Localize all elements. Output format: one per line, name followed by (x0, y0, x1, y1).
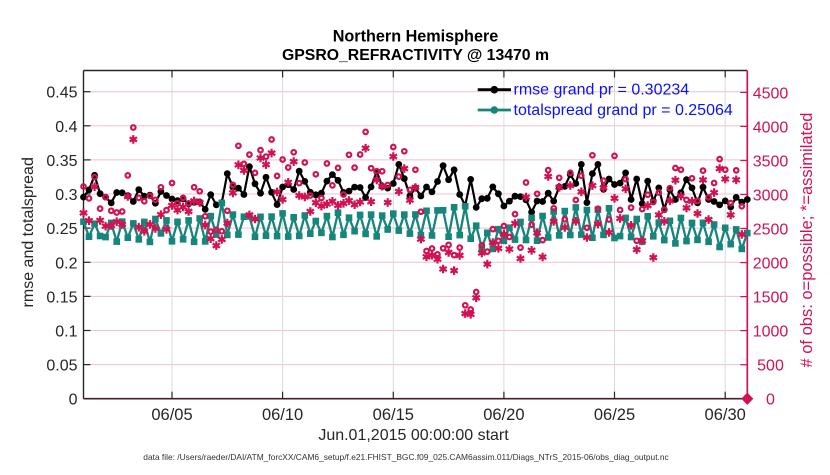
svg-text:4000: 4000 (753, 119, 789, 136)
svg-text:GPSRO_REFRACTIVITY @ 13470 m: GPSRO_REFRACTIVITY @ 13470 m (282, 47, 549, 64)
svg-text:2000: 2000 (753, 256, 789, 273)
svg-text:0.4: 0.4 (55, 119, 77, 136)
svg-text:Northern Hemisphere: Northern Hemisphere (333, 28, 499, 46)
svg-text:0.35: 0.35 (46, 153, 77, 170)
svg-text:0.05: 0.05 (46, 358, 77, 375)
svg-text:3500: 3500 (753, 154, 789, 171)
svg-text:06/20: 06/20 (483, 406, 524, 424)
svg-text:0: 0 (69, 392, 78, 409)
svg-text:3000: 3000 (753, 188, 789, 205)
svg-text:Jun.01,2015 00:00:00 start: Jun.01,2015 00:00:00 start (318, 427, 509, 444)
svg-text:06/15: 06/15 (373, 406, 414, 424)
svg-text:06/10: 06/10 (262, 406, 303, 424)
svg-text:4500: 4500 (753, 85, 789, 102)
svg-text:1000: 1000 (753, 324, 789, 341)
svg-text:06/30: 06/30 (705, 406, 746, 424)
svg-text:0.1: 0.1 (55, 324, 77, 341)
svg-text:rmse grand pr = 0.30234: rmse grand pr = 0.30234 (514, 82, 690, 99)
svg-text:1500: 1500 (753, 290, 789, 307)
svg-text:0.2: 0.2 (55, 255, 77, 272)
svg-text:500: 500 (757, 358, 784, 375)
svg-text:0.45: 0.45 (46, 85, 77, 102)
svg-text:0: 0 (766, 392, 775, 409)
svg-text:06/05: 06/05 (151, 406, 192, 424)
svg-text:rmse and totalspread: rmse and totalspread (20, 157, 37, 307)
svg-text:totalspread grand pr = 0.25064: totalspread grand pr = 0.25064 (514, 102, 733, 119)
svg-text:0.3: 0.3 (55, 187, 77, 204)
svg-text:0.15: 0.15 (46, 289, 77, 306)
svg-text:# of obs: o=possible; *=assimi: # of obs: o=possible; *=assimilated (798, 113, 816, 368)
svg-text:06/25: 06/25 (594, 406, 635, 424)
svg-text:0.25: 0.25 (46, 221, 77, 238)
svg-text:2500: 2500 (753, 222, 789, 239)
svg-text:data file: /Users/raeder/DAI/A: data file: /Users/raeder/DAI/ATM_forcXX/… (143, 452, 668, 462)
